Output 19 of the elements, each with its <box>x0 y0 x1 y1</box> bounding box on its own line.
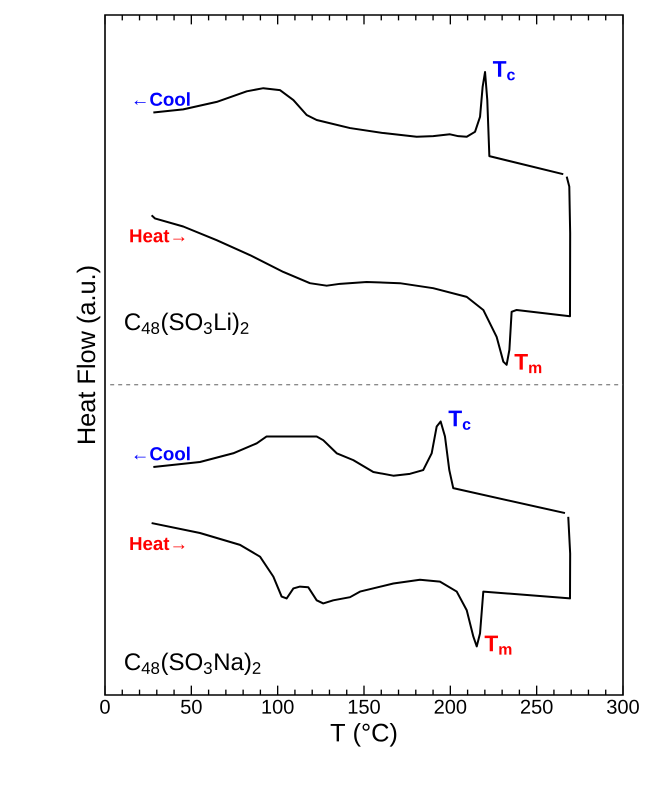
annotation: T$_{m}$ <box>514 354 542 374</box>
series-label: ←Cool <box>134 446 190 460</box>
annotation: C$_{48}$(SO$_{3}$Na)$_{2}$ <box>125 652 260 676</box>
x-axis-title: T (°C) <box>330 723 396 747</box>
x-tick-label: 250 <box>520 700 553 714</box>
x-tick-label: 0 <box>100 700 110 714</box>
series-label: Heat→ <box>130 537 184 550</box>
x-tick-label: 150 <box>348 700 380 714</box>
annotation: C$_{48}$(SO$_{3}$Li)$_{2}$ <box>125 312 248 336</box>
x-tick-label: 50 <box>181 700 202 714</box>
series-label: Heat→ <box>130 229 184 242</box>
annotation: T$_{m}$ <box>484 636 512 655</box>
x-tick-label: 100 <box>262 700 294 714</box>
x-tick-label: 200 <box>434 700 466 714</box>
x-tick-label: 300 <box>607 700 639 714</box>
y-axis-title: Heat Flow (a.u.) <box>76 266 100 444</box>
annotation: T$_{c}$ <box>448 410 471 430</box>
series-label: ←Cool <box>134 92 190 106</box>
annotation: T$_{c}$ <box>492 61 515 80</box>
